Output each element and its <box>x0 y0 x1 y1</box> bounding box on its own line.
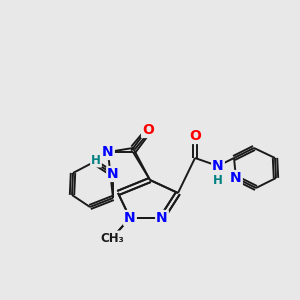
Text: O: O <box>189 129 201 143</box>
Text: CH₃: CH₃ <box>100 232 124 244</box>
Text: N: N <box>102 145 114 159</box>
Text: O: O <box>142 123 154 137</box>
Text: H: H <box>213 173 223 187</box>
Text: N: N <box>156 211 168 225</box>
Text: N: N <box>230 171 242 185</box>
Text: N: N <box>212 159 224 173</box>
Text: N: N <box>107 167 119 181</box>
Text: H: H <box>91 154 101 166</box>
Text: N: N <box>124 211 136 225</box>
